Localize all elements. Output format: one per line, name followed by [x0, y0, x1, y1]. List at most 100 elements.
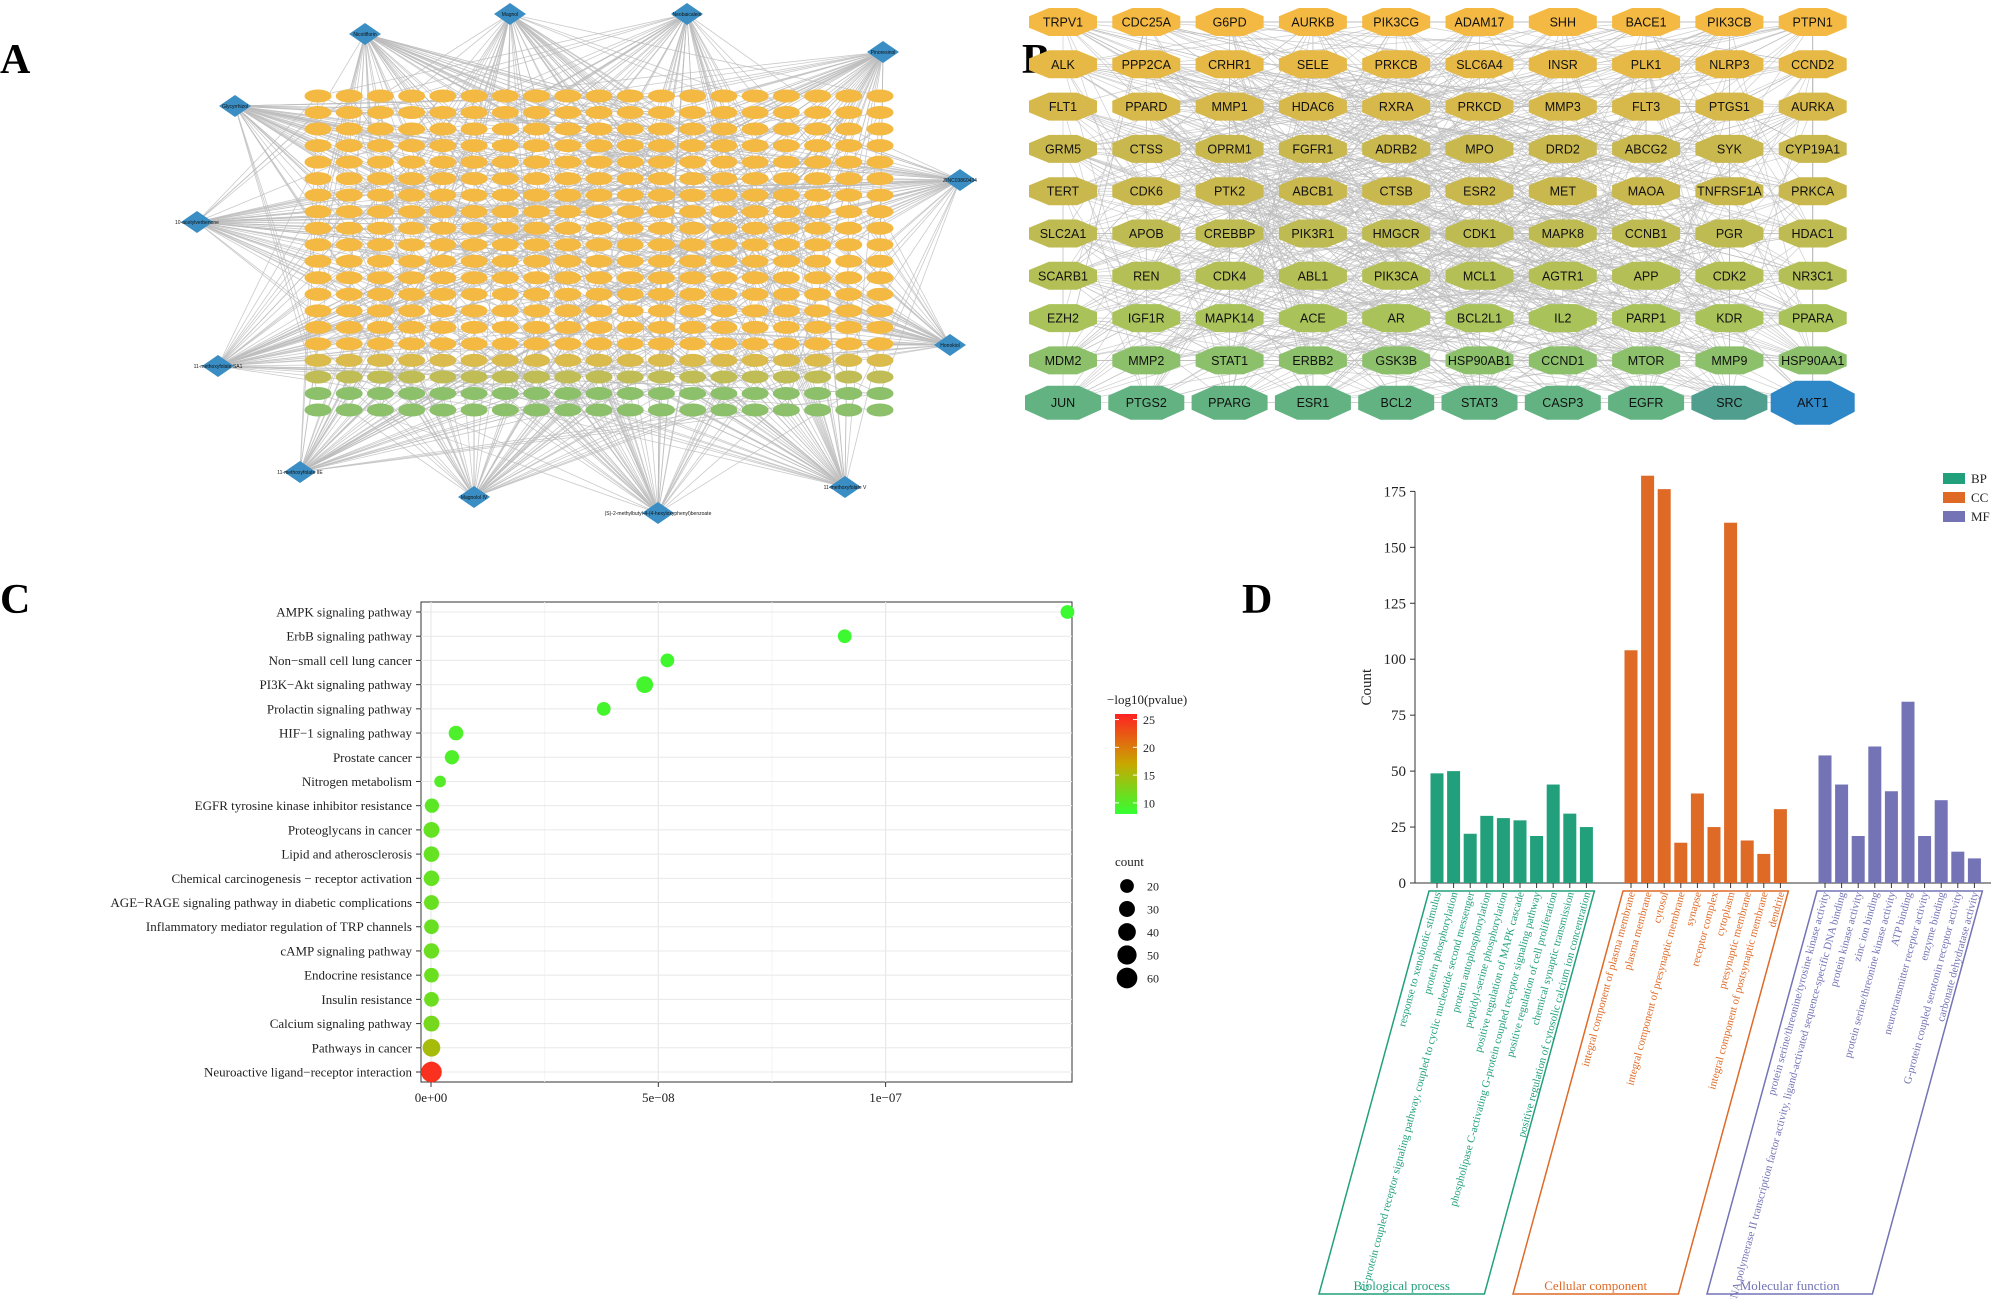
- legend-label: MF: [1971, 509, 1990, 524]
- gene-node: [1112, 92, 1181, 121]
- target-node: [304, 188, 332, 202]
- gene-node: [1695, 92, 1764, 121]
- gene-node: [1362, 346, 1431, 375]
- target-node: [710, 370, 738, 384]
- group-box: [1706, 890, 1984, 1295]
- network-edge: [692, 145, 846, 488]
- network-edge: [567, 128, 961, 181]
- target-node: [335, 370, 363, 384]
- target-node: [398, 320, 426, 334]
- grid-edge: [1229, 21, 1564, 403]
- target-node: [585, 370, 613, 384]
- data-point: [596, 701, 611, 716]
- target-node: [523, 205, 551, 219]
- gene-node: [1695, 304, 1764, 333]
- network-edge: [196, 161, 475, 223]
- bar-chart-bars: [1430, 475, 1981, 883]
- target-node: [772, 320, 800, 334]
- target-node: [554, 337, 582, 351]
- compound-label: Magnolol IV: [461, 495, 488, 501]
- target-node: [398, 271, 426, 285]
- gene-label: REN: [1133, 269, 1159, 283]
- target-node: [398, 238, 426, 252]
- target-node: [866, 155, 894, 169]
- network-edge: [848, 194, 951, 346]
- network-edge: [380, 327, 475, 498]
- target-node: [804, 221, 832, 235]
- target-node: [772, 238, 800, 252]
- compound-node: [671, 3, 703, 25]
- gene-label: PLK1: [1631, 58, 1662, 72]
- gene-node: [1778, 8, 1847, 36]
- target-node: [835, 370, 863, 384]
- target-node: [804, 403, 832, 417]
- legend-label: BP: [1971, 471, 1987, 486]
- bar: [1884, 791, 1898, 883]
- y-tick-label: Proteoglycans in cancer: [288, 822, 413, 837]
- gene-node: [1274, 385, 1351, 420]
- gene-label: SCARB1: [1038, 269, 1088, 283]
- group-box-label: Biological process: [1353, 1278, 1449, 1293]
- legend-swatch: [1943, 492, 1965, 503]
- bar: [1773, 809, 1787, 883]
- target-node: [429, 122, 457, 136]
- target-node: [804, 89, 832, 103]
- gene-label: GRM5: [1045, 142, 1081, 156]
- target-node: [647, 188, 675, 202]
- group-box-label: Cellular component: [1544, 1278, 1647, 1293]
- network-edge: [473, 161, 881, 498]
- network-edge: [567, 293, 846, 488]
- target-node: [772, 337, 800, 351]
- size-legend-label: 30: [1147, 903, 1159, 917]
- bar: [1707, 827, 1721, 883]
- gene-label: AGTR1: [1542, 269, 1584, 283]
- target-node: [460, 238, 488, 252]
- data-point: [423, 1015, 440, 1032]
- target-node: [585, 320, 613, 334]
- color-legend-title: −log10(pvalue): [1107, 692, 1187, 707]
- gene-node: [1445, 177, 1514, 206]
- target-node: [647, 304, 675, 318]
- panel-a-network: Nicotiflorin Magnol Neobaicalein Pinoresino…: [175, 3, 977, 524]
- target-node: [585, 139, 613, 153]
- target-node: [772, 370, 800, 384]
- target-node: [460, 188, 488, 202]
- gene-label: PIK3CB: [1707, 16, 1751, 30]
- data-point: [423, 943, 440, 959]
- grid-edge: [1479, 360, 1730, 404]
- gene-node: [1612, 219, 1681, 248]
- gene-label: PRKCD: [1458, 100, 1502, 114]
- target-node: [554, 271, 582, 285]
- network-edge: [411, 13, 688, 130]
- target-node: [460, 221, 488, 235]
- target-node: [866, 205, 894, 219]
- gene-label: CDK1: [1463, 227, 1496, 241]
- target-node: [772, 271, 800, 285]
- target-node: [335, 122, 363, 136]
- gene-label: CYP19A1: [1785, 142, 1840, 156]
- target-node: [491, 370, 519, 384]
- network-edge: [786, 179, 961, 328]
- gene-node: [1528, 219, 1597, 248]
- gene-node: [1195, 261, 1264, 290]
- network-edge: [317, 13, 688, 97]
- target-node: [866, 337, 894, 351]
- gene-node: [1612, 346, 1681, 375]
- target-node: [866, 238, 894, 252]
- target-node: [491, 403, 519, 417]
- group-box: [1318, 890, 1596, 1295]
- gene-label: MAPK14: [1205, 312, 1254, 326]
- target-node: [460, 370, 488, 384]
- target-node: [804, 188, 832, 202]
- gene-node: [1778, 92, 1847, 121]
- target-node: [335, 386, 363, 400]
- target-node: [304, 271, 332, 285]
- target-node: [491, 205, 519, 219]
- target-node: [366, 122, 394, 136]
- size-legend-dot: [1116, 967, 1138, 989]
- gene-node: [1278, 50, 1347, 79]
- gene-node: [1029, 8, 1097, 36]
- network-edge: [661, 95, 951, 346]
- target-node: [398, 106, 426, 120]
